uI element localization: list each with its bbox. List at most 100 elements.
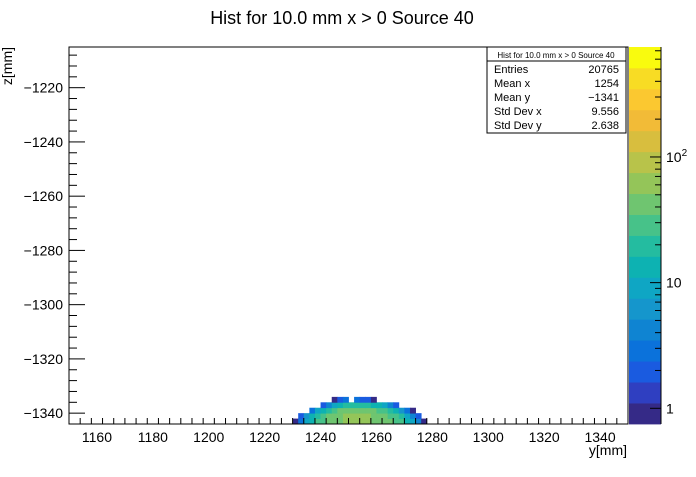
heatmap-cell — [354, 396, 361, 403]
stats-box-title: Hist for 10.0 mm x > 0 Source 40 — [497, 51, 615, 60]
heatmap-cell — [365, 418, 372, 425]
heatmap-cell — [359, 413, 366, 419]
palette-swatch — [629, 67, 661, 90]
heatmap-cell — [370, 402, 377, 409]
x-tick-label: 1220 — [249, 429, 280, 445]
heatmap-cell — [337, 402, 344, 409]
y-axis: −1220 −1240 −1260 −1280 −1300 −1320 −1340 — [24, 47, 85, 425]
palette-swatch — [629, 47, 661, 69]
heatmap-cell — [398, 407, 405, 414]
heatmap-cell — [342, 418, 349, 425]
heatmap-cell — [337, 418, 344, 425]
palette-tick-label: 10 — [666, 275, 682, 291]
heatmap-cell — [359, 402, 366, 409]
palette-swatch — [629, 403, 661, 425]
heatmap-cell — [303, 413, 310, 419]
heatmap-cell — [320, 407, 327, 414]
heatmap-cell — [359, 418, 366, 425]
heatmap-cell — [320, 402, 327, 409]
heatmap-cell — [398, 413, 405, 419]
heatmap-cell — [382, 407, 389, 414]
palette-swatch — [629, 319, 661, 341]
heatmap-cell — [326, 407, 333, 414]
y-tick-label: −1340 — [24, 405, 64, 421]
heatmap-cell — [354, 413, 361, 419]
stats-row-value: 20765 — [588, 64, 619, 76]
heatmap-cell — [421, 418, 428, 425]
heatmap-cell — [393, 402, 400, 409]
heatmap-cell — [359, 396, 366, 403]
heatmap-cell — [409, 407, 416, 414]
palette-tick-label: 102 — [666, 148, 688, 165]
x-tick-label: 1300 — [473, 429, 504, 445]
heatmap-cell — [292, 418, 299, 425]
x-tick-label: 1320 — [529, 429, 560, 445]
heatmap-cell — [393, 407, 400, 414]
heatmap-cell — [326, 413, 333, 419]
heatmap-cell — [342, 402, 349, 409]
palette-swatch — [629, 193, 661, 215]
stats-box: Hist for 10.0 mm x > 0 Source 40 Entries… — [486, 46, 627, 134]
heatmap-cell — [348, 413, 355, 419]
y-tick-label: −1280 — [24, 242, 64, 258]
heatmap-cell — [331, 407, 338, 414]
heatmap-cell — [298, 413, 305, 419]
heatmap-cell — [365, 402, 372, 409]
stats-row-label: Std Dev x — [494, 106, 542, 118]
stats-row-label: Std Dev y — [494, 120, 542, 132]
heatmap-cell — [342, 396, 349, 403]
x-tick-label: 1260 — [361, 429, 392, 445]
heatmap-cell — [387, 418, 394, 425]
heatmap-cell — [314, 407, 321, 414]
x-axis: 1160 1180 1200 1220 1240 1260 1280 1300 1320 1340 — [68, 418, 629, 445]
heatmap-cell — [387, 402, 394, 409]
heatmap-cell — [376, 402, 383, 409]
heatmap-cell — [309, 413, 316, 419]
palette-swatch — [629, 298, 661, 320]
x-tick-label: 1280 — [417, 429, 448, 445]
x-tick-label: 1160 — [82, 429, 112, 445]
heatmap-cell — [354, 402, 361, 409]
heatmap-cell — [370, 396, 377, 403]
palette-tick-exponent: 2 — [682, 148, 688, 159]
heatmap-cell — [404, 413, 411, 419]
heatmap-cell — [320, 418, 327, 425]
heatmap-cell — [331, 418, 338, 425]
heatmap-cell — [393, 418, 400, 425]
heatmap-cell — [365, 407, 372, 414]
heatmap-cell — [404, 407, 411, 414]
palette-swatch — [629, 256, 661, 278]
heatmap-cell — [398, 418, 405, 425]
heatmap-cells — [292, 396, 428, 425]
palette-swatch — [629, 214, 661, 236]
palette-swatch — [629, 361, 661, 383]
chart-title: Hist for 10.0 mm x > 0 Source 40 — [210, 8, 474, 28]
heatmap-cell — [376, 407, 383, 414]
color-palette — [629, 47, 661, 425]
heatmap-cell — [331, 413, 338, 419]
y-tick-label: −1300 — [24, 297, 64, 313]
x-tick-label: 1180 — [138, 429, 168, 445]
heatmap-cell — [348, 418, 355, 425]
heatmap-cell — [382, 413, 389, 419]
palette-tick-label: 1 — [666, 400, 674, 416]
heatmap-cell — [370, 407, 377, 414]
heatmap-cell — [387, 407, 394, 414]
y-tick-label: −1220 — [24, 80, 64, 96]
stats-rows: Entries 20765 Mean x 1254 Mean y −1341 Std Dev… — [494, 64, 619, 132]
heatmap-cell — [382, 402, 389, 409]
y-tick-label: −1260 — [24, 188, 64, 204]
heatmap-cell — [370, 413, 377, 419]
heatmap-cell — [365, 413, 372, 419]
x-tick-label: 1340 — [584, 429, 615, 445]
heatmap-cell — [409, 418, 416, 425]
palette-swatch — [629, 340, 661, 362]
heatmap-cell — [393, 413, 400, 419]
heatmap-cell — [309, 418, 316, 425]
palette-swatch — [629, 109, 661, 132]
heatmap-cell — [309, 407, 316, 414]
heatmap-cell — [348, 407, 355, 414]
heatmap-cell — [326, 418, 333, 425]
